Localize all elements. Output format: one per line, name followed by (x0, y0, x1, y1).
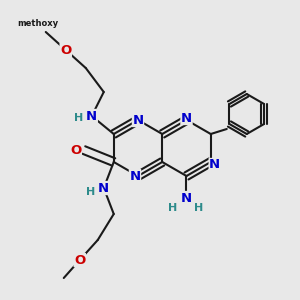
Text: N: N (129, 169, 141, 182)
Text: O: O (74, 254, 85, 266)
Text: H: H (168, 203, 177, 213)
Text: O: O (70, 143, 81, 157)
Text: H: H (86, 187, 95, 197)
Text: N: N (98, 182, 109, 194)
Text: methoxy: methoxy (17, 19, 58, 28)
Text: H: H (194, 203, 203, 213)
Text: N: N (132, 113, 144, 127)
Text: N: N (86, 110, 97, 122)
Text: O: O (60, 44, 71, 56)
Text: N: N (209, 158, 220, 172)
Text: H: H (74, 113, 83, 123)
Text: N: N (181, 191, 192, 205)
Text: N: N (181, 112, 192, 124)
